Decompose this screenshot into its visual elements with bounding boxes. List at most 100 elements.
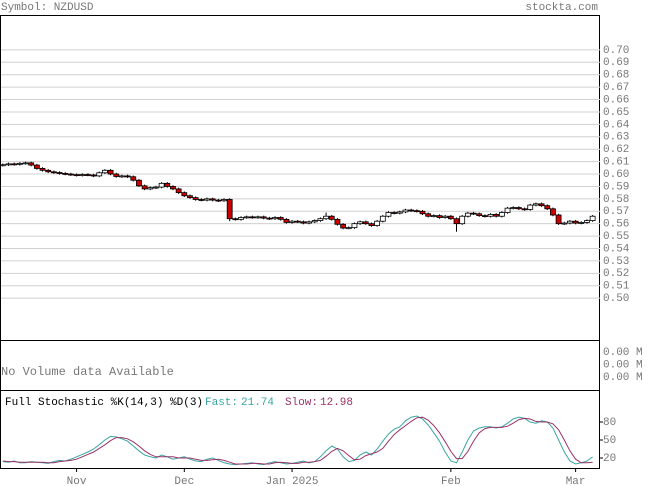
- y-tick-label: 80: [603, 417, 616, 429]
- candle-body: [56, 172, 63, 174]
- candle-body: [538, 203, 545, 207]
- candle-body: [317, 218, 324, 221]
- x-tick-label: Mar: [566, 476, 586, 486]
- y-tick-label: 0.54: [603, 243, 630, 255]
- candle-body: [136, 179, 142, 187]
- candle-body: [198, 199, 205, 201]
- candle-body: [328, 215, 335, 220]
- candle-body: [153, 186, 159, 189]
- candle-body: [447, 215, 454, 220]
- candle-body: [33, 164, 40, 169]
- site-name: stockta.com: [525, 2, 598, 14]
- candle-body: [209, 198, 216, 201]
- candle-body: [187, 195, 193, 199]
- candle-body: [442, 215, 449, 218]
- x-tick-label: Feb: [441, 476, 461, 486]
- candle-body: [476, 213, 483, 217]
- candle-body: [555, 214, 562, 225]
- y-tick-label: 0.62: [603, 144, 629, 156]
- candle-body: [170, 186, 176, 190]
- y-tick-label: 0.53: [603, 256, 629, 268]
- candle-body: [232, 218, 239, 221]
- candle-body: [362, 221, 369, 225]
- candle-body: [578, 222, 585, 224]
- candle-body: [255, 216, 261, 219]
- volume-axis-label: 0.00 M: [603, 359, 643, 371]
- candle-body: [260, 216, 267, 219]
- candle-body: [396, 211, 403, 214]
- candle-body: [67, 173, 74, 176]
- candle-body: [39, 168, 46, 171]
- candle-body: [238, 217, 244, 220]
- candle-body: [90, 174, 97, 177]
- candle-body: [11, 163, 18, 166]
- candle-body: [243, 216, 250, 219]
- candle-body: [516, 207, 522, 210]
- candle-body: [521, 208, 528, 211]
- y-tick-label: 0.70: [603, 45, 629, 57]
- candle-body: [5, 163, 12, 166]
- candle-body: [498, 212, 505, 217]
- y-tick-label: 0.57: [603, 206, 629, 218]
- candle-body: [164, 182, 171, 187]
- candle-body: [351, 223, 358, 229]
- candle-body: [436, 215, 443, 218]
- stochastic-title: Full Stochastic %K(14,3) %D(3): [5, 397, 203, 409]
- candle-body: [340, 223, 347, 229]
- candle-body: [266, 217, 273, 220]
- candle-body: [470, 212, 477, 215]
- candle-body: [113, 173, 120, 177]
- candle-body: [430, 215, 437, 218]
- candle-body: [102, 169, 108, 174]
- candle-body: [16, 162, 23, 165]
- candle-body: [141, 185, 148, 190]
- candle-body: [504, 207, 511, 213]
- candle-body: [374, 220, 381, 226]
- candle-body: [413, 210, 420, 213]
- y-tick-label: 0.59: [603, 181, 629, 193]
- legend-label: Slow:: [285, 397, 318, 409]
- candle-body: [124, 175, 131, 178]
- symbol: Symbol: NZDUSD: [1, 2, 94, 14]
- candle-body: [453, 218, 460, 225]
- candle-body: [289, 220, 295, 223]
- y-tick-label: 0.58: [603, 194, 629, 206]
- candle-body: [96, 172, 103, 177]
- volume-message: No Volume data Available: [1, 365, 174, 379]
- candle-body: [464, 212, 471, 217]
- y-tick-label: 0.66: [603, 94, 629, 106]
- candle-body: [533, 203, 539, 206]
- candle-body: [334, 218, 341, 225]
- candle-body: [323, 215, 329, 220]
- candle-body: [79, 174, 86, 176]
- candle-body: [402, 209, 409, 213]
- y-tick-label: 0.69: [603, 57, 629, 69]
- volume-axis-label: 0.00 M: [603, 347, 643, 359]
- y-tick-label: 0.60: [603, 169, 629, 181]
- candle-body: [550, 208, 556, 216]
- y-tick-label: 0.64: [603, 119, 630, 131]
- y-tick-label: 0.68: [603, 70, 629, 82]
- candle-body: [73, 174, 80, 177]
- candle-body: [107, 169, 114, 175]
- candle-body: [527, 204, 534, 210]
- candle-body: [561, 222, 568, 225]
- candle-body: [181, 192, 188, 197]
- candle-body: [572, 220, 579, 224]
- candle-body: [368, 223, 375, 226]
- candle-body: [130, 176, 137, 181]
- candle-body: [567, 220, 573, 224]
- y-tick-label: 0.63: [603, 132, 629, 144]
- candle-body: [345, 227, 352, 230]
- stochastic-line: [2, 416, 593, 465]
- candle-body: [62, 173, 69, 175]
- candle-body: [28, 162, 35, 166]
- candle-body: [300, 221, 307, 224]
- candle-body: [493, 213, 500, 217]
- candle-body: [419, 210, 426, 215]
- y-tick-label: 50: [603, 435, 616, 447]
- candle-body: [0, 164, 6, 167]
- stochastic-panel: [0, 390, 600, 469]
